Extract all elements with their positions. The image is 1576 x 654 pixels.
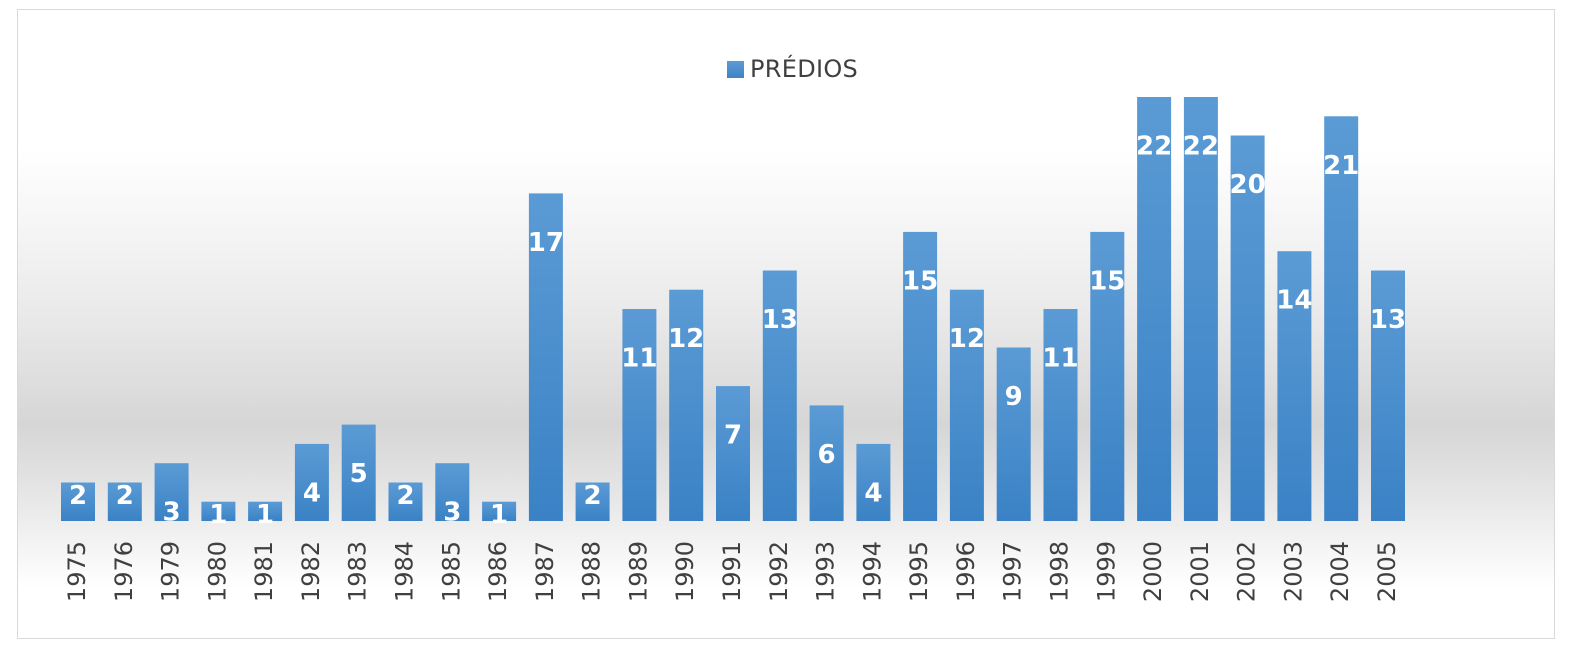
bar-1990 — [669, 289, 704, 521]
x-tick-1986: 1986 — [484, 541, 512, 602]
data-label-1989: 11 — [621, 344, 657, 374]
data-label-1993: 6 — [818, 440, 836, 470]
x-tick-1983: 1983 — [344, 541, 372, 602]
x-tick-1991: 1991 — [718, 541, 746, 602]
data-label-1986: 1 — [490, 500, 508, 530]
bar-2004 — [1324, 116, 1359, 522]
legend: PRÉDIOS — [727, 52, 858, 86]
x-tick-1979: 1979 — [157, 541, 185, 602]
x-tick-2004: 2004 — [1326, 541, 1354, 602]
data-label-1996: 12 — [949, 324, 985, 354]
x-tick-1981: 1981 — [250, 541, 278, 602]
data-label-1990: 12 — [668, 324, 704, 354]
data-label-2003: 14 — [1276, 286, 1312, 316]
bar-1992 — [762, 270, 797, 521]
bar-1995 — [903, 231, 938, 521]
bars-group — [61, 97, 1405, 522]
data-label-1981: 1 — [256, 500, 274, 530]
x-tick-1999: 1999 — [1092, 541, 1120, 602]
bar-1991 — [716, 386, 750, 521]
bar-1988 — [575, 482, 610, 521]
bar-2002 — [1230, 135, 1265, 521]
data-label-1979: 3 — [163, 498, 181, 528]
bar-1976 — [107, 482, 142, 521]
bar-1980 — [201, 501, 236, 521]
bar-1996 — [949, 289, 984, 521]
x-tick-1989: 1989 — [624, 541, 652, 602]
bar-1987 — [528, 193, 563, 521]
data-label-1975: 2 — [69, 481, 87, 511]
x-tick-1985: 1985 — [437, 541, 465, 602]
data-label-1997: 9 — [1005, 382, 1023, 412]
x-axis-tick-labels: 1975 1976 1979 1980 1981 1982 1983 1984 1985 1986… — [63, 541, 1401, 602]
x-tick-1998: 1998 — [1046, 541, 1074, 602]
x-tick-2003: 2003 — [1279, 541, 1307, 602]
bar-1994 — [856, 443, 891, 521]
bar-2000 — [1137, 97, 1172, 521]
bar-1985 — [435, 463, 470, 521]
x-tick-1996: 1996 — [952, 541, 980, 602]
data-label-1994: 4 — [864, 478, 882, 508]
data-label-1987: 17 — [528, 228, 564, 258]
data-label-2005: 13 — [1370, 305, 1406, 335]
bar-1975 — [61, 482, 95, 521]
bar-1983 — [341, 424, 376, 521]
data-label-1991: 7 — [724, 421, 742, 451]
data-label-1995: 15 — [902, 266, 938, 296]
data-label-2004: 21 — [1323, 151, 1359, 181]
x-tick-2002: 2002 — [1233, 541, 1261, 602]
bar-1981 — [248, 501, 283, 521]
x-tick-1990: 1990 — [671, 541, 699, 602]
x-tick-1994: 1994 — [858, 541, 886, 602]
data-label-1976: 2 — [116, 481, 134, 511]
data-label-1984: 2 — [396, 481, 414, 511]
data-label-2001: 22 — [1183, 132, 1219, 162]
bar-1989 — [622, 309, 657, 521]
data-label-1982: 4 — [303, 478, 321, 508]
x-tick-1992: 1992 — [765, 541, 793, 602]
x-tick-1993: 1993 — [812, 541, 840, 602]
x-tick-1997: 1997 — [999, 541, 1027, 602]
bar-2001 — [1183, 97, 1218, 521]
bar-1998 — [1043, 309, 1078, 521]
bar-1993 — [809, 405, 844, 521]
x-tick-2001: 2001 — [1186, 541, 1214, 602]
x-tick-1980: 1980 — [203, 541, 231, 602]
data-label-1985: 3 — [443, 498, 461, 528]
x-tick-2005: 2005 — [1373, 541, 1401, 602]
bar-1999 — [1090, 231, 1125, 521]
legend-label: PRÉDIOS — [750, 55, 859, 83]
bar-1979 — [154, 463, 189, 521]
bar-1982 — [294, 443, 329, 521]
x-tick-1987: 1987 — [531, 541, 559, 602]
x-tick-1975: 1975 — [63, 541, 91, 602]
data-label-1992: 13 — [762, 305, 798, 335]
bar-2005 — [1371, 270, 1405, 521]
x-tick-1976: 1976 — [110, 541, 138, 602]
x-tick-2000: 2000 — [1139, 541, 1167, 602]
data-label-1983: 5 — [350, 459, 368, 489]
data-label-1980: 1 — [209, 500, 227, 530]
x-tick-1984: 1984 — [391, 541, 419, 602]
data-label-1988: 2 — [584, 481, 602, 511]
bar-1984 — [388, 482, 423, 521]
data-label-2002: 20 — [1230, 170, 1266, 200]
data-label-2000: 22 — [1136, 132, 1172, 162]
x-tick-1988: 1988 — [578, 541, 606, 602]
data-label-1999: 15 — [1089, 266, 1125, 296]
bar-1997 — [996, 347, 1031, 521]
x-tick-1995: 1995 — [905, 541, 933, 602]
x-tick-1982: 1982 — [297, 541, 325, 602]
legend-swatch — [727, 60, 744, 78]
bar-1986 — [482, 501, 517, 521]
bar-2003 — [1277, 251, 1312, 521]
data-label-1998: 11 — [1042, 344, 1078, 374]
